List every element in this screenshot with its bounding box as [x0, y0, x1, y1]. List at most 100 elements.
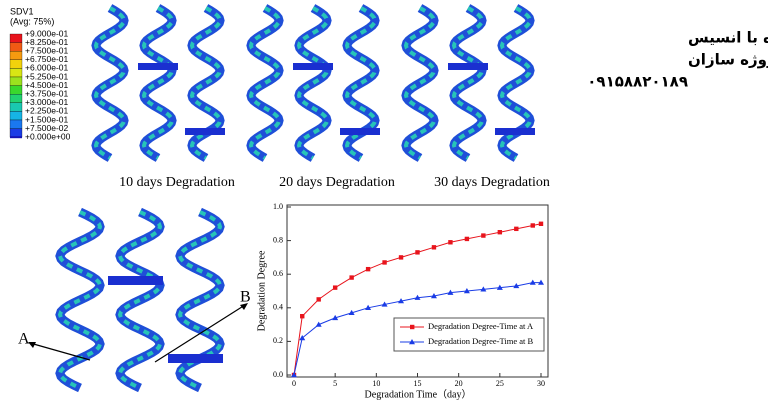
stent-link: [185, 128, 225, 135]
legend-level: +7.500e-02: [25, 123, 69, 133]
marker: [448, 240, 453, 245]
y-tick-label: 0.4: [273, 303, 283, 312]
marker: [398, 255, 404, 260]
legend-swatch: [9, 59, 23, 69]
chart: 0 5 10 15 20 25 30 0.0 0.2 0.4 0.6 0.8 1.0 Degradatio…: [273, 202, 545, 388]
stent-coil: [55, 207, 105, 393]
legend-level: +5.250e-01: [25, 71, 69, 81]
stent-coil-shade: [248, 6, 282, 160]
arrow: [29, 342, 91, 361]
stent-coil: [187, 4, 225, 162]
legend-swatch: [9, 68, 23, 78]
legend-swatch: [9, 94, 23, 103]
stent-coil-shade: [117, 210, 163, 390]
legend-level: +0.000e+00: [25, 131, 71, 141]
stent-coil-shade: [141, 6, 175, 160]
legend-level: +2.250e-01: [25, 106, 69, 116]
stent-link: [108, 276, 163, 285]
notice-line: انجام پروژه با انسیس: [688, 29, 768, 48]
stent-coil: [401, 4, 439, 162]
x-tick-label: 0: [292, 379, 296, 388]
stent-coil: [246, 4, 284, 162]
marker: [382, 260, 387, 265]
point-label: A: [18, 331, 30, 348]
notice-line: ۰۹۱۵۸۸۲۰۱۸۹: [587, 73, 688, 91]
stent-coil-shade: [499, 6, 533, 160]
x-tick-label: 25: [496, 379, 504, 388]
legend-level: +6.750e-01: [25, 54, 69, 64]
caption: 20 days Degradation: [279, 175, 395, 190]
stent-coil: [342, 4, 380, 162]
x-tick-label: 10: [372, 379, 380, 388]
marker: [447, 289, 454, 295]
legend-swatch: [9, 128, 23, 138]
marker: [514, 226, 519, 232]
stent-link: [448, 63, 488, 70]
caption: 10 days Degradation: [119, 175, 235, 190]
stent-link: [168, 354, 223, 363]
marker: [529, 279, 536, 285]
x-tick-label: 5: [333, 379, 337, 388]
legend-swatch: [9, 51, 23, 60]
marker: [538, 279, 544, 285]
chart-legend: [393, 317, 545, 352]
legend-level: +3.750e-01: [25, 88, 69, 98]
legend-swatch: [9, 33, 23, 43]
marker: [431, 245, 437, 250]
arrow-head: [240, 303, 248, 310]
marker: [291, 372, 297, 378]
y-tick-label: 0.8: [273, 235, 283, 244]
caption: 30 days Degradation: [434, 175, 550, 190]
stent-coil-shade: [451, 6, 485, 160]
legend-level: +3.000e-01: [25, 97, 69, 107]
marker: [481, 233, 486, 238]
x-tick-label: 30: [537, 379, 545, 388]
marker: [348, 309, 355, 316]
legend-level: +8.250e-01: [25, 37, 69, 47]
marker: [381, 301, 388, 307]
marker: [415, 250, 420, 255]
stent-link: [495, 128, 535, 135]
stent-coil-shade: [57, 210, 103, 390]
point-label: B: [240, 289, 251, 306]
x-axis-label: Degradation Time（day）: [365, 388, 472, 400]
stent-coil-shade: [403, 6, 437, 160]
notice-line: موسسه پروژه سازان: [688, 51, 768, 70]
marker: [365, 304, 372, 310]
stent-coil: [449, 4, 487, 162]
stent-coil-shade: [189, 6, 223, 160]
stent-images: [55, 4, 535, 393]
legend-label: Degradation Degree-Time at B: [428, 336, 534, 346]
stent-coil: [139, 4, 177, 162]
marker: [464, 236, 470, 242]
y-tick-label: 0.0: [273, 370, 283, 379]
legend-marker: [410, 324, 415, 330]
stent-coil: [497, 4, 535, 162]
stent-coil-shade: [344, 6, 378, 160]
marker: [300, 314, 305, 319]
stent-coil: [115, 207, 165, 393]
marker: [315, 321, 322, 327]
legend-label: Degradation Degree-Time at A: [428, 321, 534, 331]
marker: [349, 275, 354, 280]
marker: [496, 284, 503, 290]
stent-link: [138, 63, 178, 70]
stent-coil: [294, 4, 332, 162]
legend-level: +1.500e-01: [25, 114, 69, 124]
marker: [332, 314, 339, 321]
marker: [414, 294, 421, 300]
y-tick-label: 0.6: [273, 269, 283, 278]
marker: [463, 288, 470, 294]
legend-swatch: [9, 85, 23, 95]
x-tick-label: 15: [414, 379, 422, 388]
legend-level: +4.500e-01: [25, 80, 69, 90]
stent-link: [293, 63, 333, 70]
stent-coil: [91, 4, 129, 162]
marker: [316, 297, 321, 302]
marker: [299, 335, 306, 341]
legend-level: +7.500e-01: [25, 45, 69, 55]
y-tick-label: 0.2: [273, 336, 283, 345]
marker: [530, 223, 535, 228]
marker: [332, 285, 338, 290]
arrow-head: [28, 342, 36, 348]
